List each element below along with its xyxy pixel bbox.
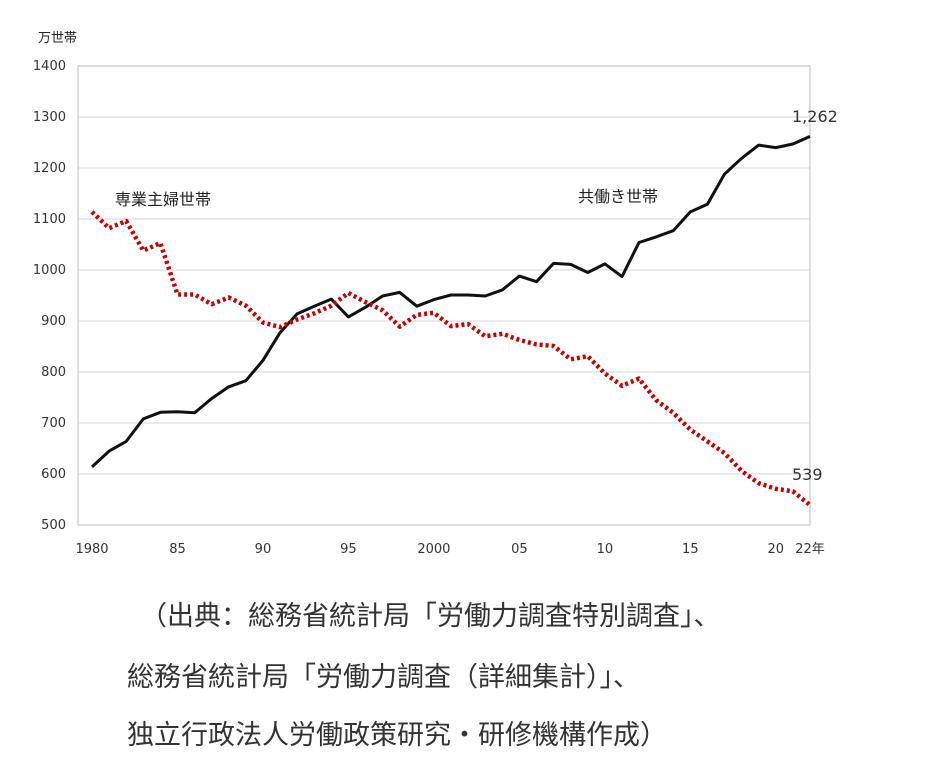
y-axis: 500 600 700 800 900 1000 1100 1200 1300 1400 (33, 59, 66, 533)
x-tick-label: 10 (597, 542, 614, 557)
x-tick-label: 20 (768, 542, 785, 557)
y-tick-label: 1300 (33, 110, 66, 125)
x-tick-label: 22年 (795, 542, 825, 557)
y-tick-label: 600 (41, 467, 66, 482)
x-tick-label: 1980 (75, 542, 108, 557)
x-tick-label: 2000 (417, 542, 450, 557)
series-label-housewife: 専業主婦世帯 (115, 190, 211, 209)
end-label-dual-income: 1,262 (792, 107, 838, 126)
x-tick-label: 05 (511, 542, 528, 557)
y-tick-label: 1000 (33, 263, 66, 278)
grid (77, 65, 811, 526)
end-label-housewife: 539 (792, 465, 823, 484)
series-line-housewife (90, 210, 812, 507)
plot-frame (77, 65, 811, 526)
y-tick-label: 1400 (33, 59, 66, 74)
x-tick-label: 95 (340, 542, 357, 557)
y-unit-label: 万世帯 (38, 31, 77, 46)
x-tick-label: 85 (169, 542, 186, 557)
series-line-dual-income (90, 135, 811, 469)
y-tick-label: 700 (41, 416, 66, 431)
y-tick-label: 900 (41, 314, 66, 329)
x-axis: 1980 85 90 95 2000 05 10 15 20 22年 (75, 542, 824, 557)
series-label-dual-income: 共働き世帯 (578, 187, 658, 206)
y-tick-label: 1200 (33, 161, 66, 176)
chart: 万世帯 50060070080090010001100120013001400 … (33, 31, 838, 557)
y-tick-label: 800 (41, 365, 66, 380)
x-tick-label: 90 (255, 542, 272, 557)
source-line-2: 総務省統計局「労働力調査（詳細集計）」、 (127, 662, 640, 693)
source-line-1: （出典：総務省統計局「労働力調査特別調査」、 (140, 601, 721, 632)
x-tick-label: 15 (682, 542, 699, 557)
source-line-3: 独立行政法人労働政策研究・研修機構作成） (127, 720, 667, 751)
y-tick-label: 500 (41, 518, 66, 533)
y-tick-label: 1100 (33, 212, 66, 227)
plot-area (90, 135, 812, 507)
